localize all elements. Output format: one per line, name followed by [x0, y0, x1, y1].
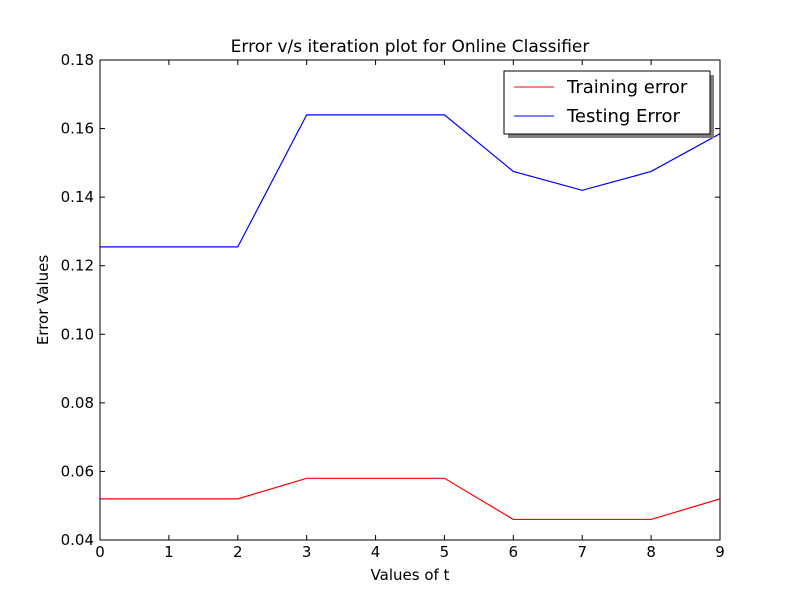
chart-title: Error v/s iteration plot for Online Clas… — [231, 37, 590, 57]
series-line-testing-error — [100, 114, 720, 248]
y-axis-label: Error Values — [34, 255, 52, 346]
x-tick-label: 7 — [577, 543, 587, 561]
y-tick-label: 0.18 — [61, 51, 94, 69]
legend-label-training-error: Training error — [566, 77, 688, 98]
series-line-training-error — [100, 477, 720, 521]
x-tick-label: 2 — [233, 543, 243, 561]
x-tick-label: 8 — [646, 543, 656, 561]
series-layer — [100, 114, 720, 521]
x-axis-label: Values of t — [371, 566, 450, 584]
legend-label-testing-error: Testing Error — [566, 106, 680, 127]
x-axis-ticks: 0 1 2 3 4 5 6 7 8 9 — [95, 60, 725, 561]
x-tick-label: 6 — [509, 543, 519, 561]
y-tick-label: 0.10 — [61, 325, 94, 343]
y-tick-label: 0.06 — [61, 462, 94, 480]
y-tick-label: 0.04 — [61, 531, 94, 549]
y-tick-label: 0.14 — [61, 188, 94, 206]
x-tick-label: 4 — [371, 543, 381, 561]
legend-box — [503, 70, 711, 135]
x-tick-label: 1 — [164, 543, 174, 561]
x-tick-label: 3 — [302, 543, 312, 561]
y-tick-label: 0.12 — [61, 257, 94, 275]
x-tick-label: 9 — [715, 543, 725, 561]
x-tick-label: 0 — [95, 543, 105, 561]
y-tick-label: 0.16 — [61, 120, 94, 138]
x-tick-label: 5 — [440, 543, 450, 561]
y-axis-ticks: 0.04 0.06 0.08 0.10 0.12 0.14 0.16 0.18 — [61, 51, 720, 549]
legend: Training error Testing Error — [503, 70, 714, 138]
plot-frame — [99, 59, 721, 541]
y-tick-label: 0.08 — [61, 394, 94, 412]
